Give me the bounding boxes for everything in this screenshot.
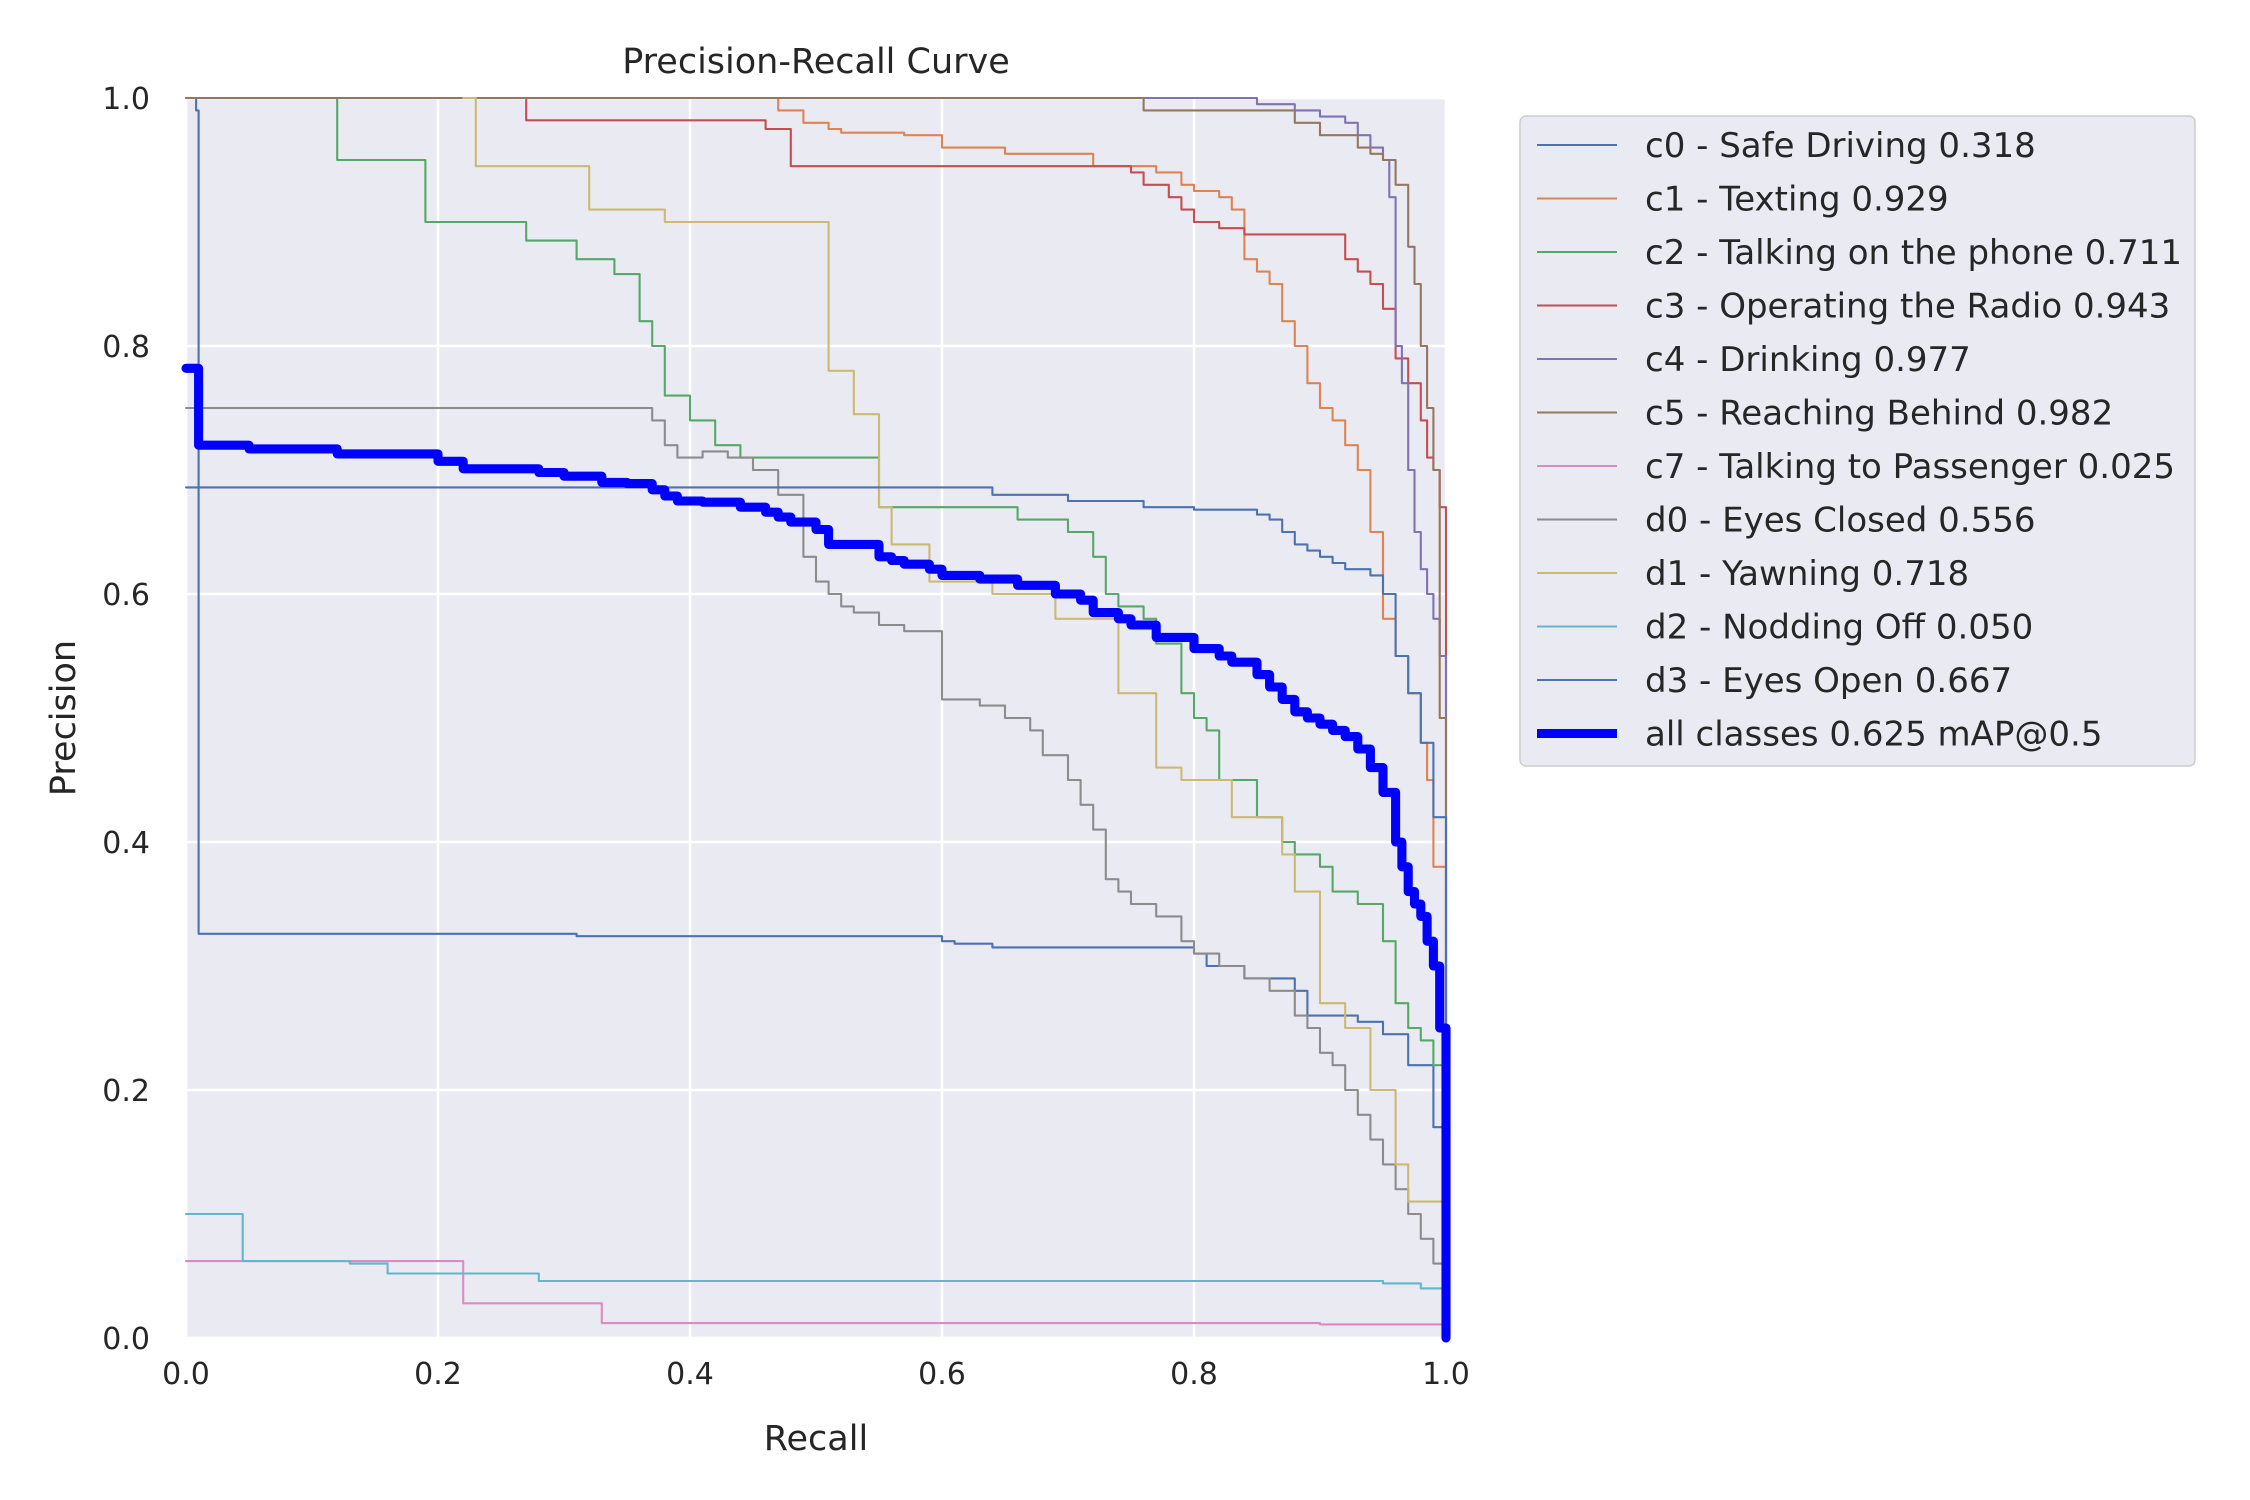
series-line-10 (184, 486, 1448, 1340)
x-axis-label: Recall (764, 1419, 868, 1459)
legend: c0 - Safe Driving 0.318 c1 - Texting 0.92… (1519, 115, 2196, 767)
series-line-7 (184, 406, 1448, 1340)
x-tick-label: 0.0 (162, 1357, 210, 1392)
y-tick-label: 1.0 (102, 82, 150, 117)
y-axis-label: Precision (44, 640, 84, 796)
y-tick-label: 0.2 (102, 1074, 150, 1109)
legend-label-2: c2 - Talking on the phone 0.711 (1645, 233, 2182, 273)
series-lines (181, 96, 1451, 1343)
x-tick-label: 1.0 (1422, 1357, 1470, 1392)
series-line-11 (181, 363, 1451, 1343)
plot-background (186, 98, 1446, 1338)
legend-label-11: all classes 0.625 mAP@0.5 (1645, 715, 2102, 755)
series-line-8 (462, 96, 1448, 1203)
series-line-9 (184, 1212, 1448, 1340)
legend-label-4: c4 - Drinking 0.977 (1645, 340, 1971, 380)
x-tick-labels: 0.0 0.2 0.4 0.6 0.8 1.0 (162, 1357, 1470, 1392)
y-tick-label: 0.6 (102, 578, 150, 613)
series-line-3 (525, 96, 1448, 1340)
series-line-2 (336, 96, 1448, 1340)
y-tick-label: 0.4 (102, 826, 150, 861)
legend-label-1: c1 - Texting 0.929 (1645, 180, 1949, 220)
series-line-6 (184, 1260, 1448, 1326)
chart-title: Precision-Recall Curve (622, 42, 1010, 82)
legend-box (1519, 115, 2196, 767)
x-tick-label: 0.6 (918, 1357, 966, 1392)
legend-label-5: c5 - Reaching Behind 0.982 (1645, 394, 2113, 434)
x-tick-label: 0.4 (666, 1357, 714, 1392)
x-tick-label: 0.8 (1170, 1357, 1218, 1392)
series-line-5 (184, 96, 1448, 1340)
y-tick-label: 0.0 (102, 1322, 150, 1357)
legend-label-3: c3 - Operating the Radio 0.943 (1645, 287, 2170, 327)
legend-label-0: c0 - Safe Driving 0.318 (1645, 126, 2036, 166)
legend-label-10: d3 - Eyes Open 0.667 (1645, 661, 2012, 701)
legend-label-7: d0 - Eyes Closed 0.556 (1645, 501, 2036, 541)
x-tick-label: 0.2 (414, 1357, 462, 1392)
y-tick-labels: 0.0 0.2 0.4 0.6 0.8 1.0 (102, 82, 150, 1357)
legend-label-6: c7 - Talking to Passenger 0.025 (1645, 447, 2175, 487)
legend-label-9: d2 - Nodding Off 0.050 (1645, 608, 2033, 648)
legend-label-8: d1 - Yawning 0.718 (1645, 554, 1969, 594)
y-tick-label: 0.8 (102, 330, 150, 365)
series-line-4 (184, 96, 1448, 1340)
